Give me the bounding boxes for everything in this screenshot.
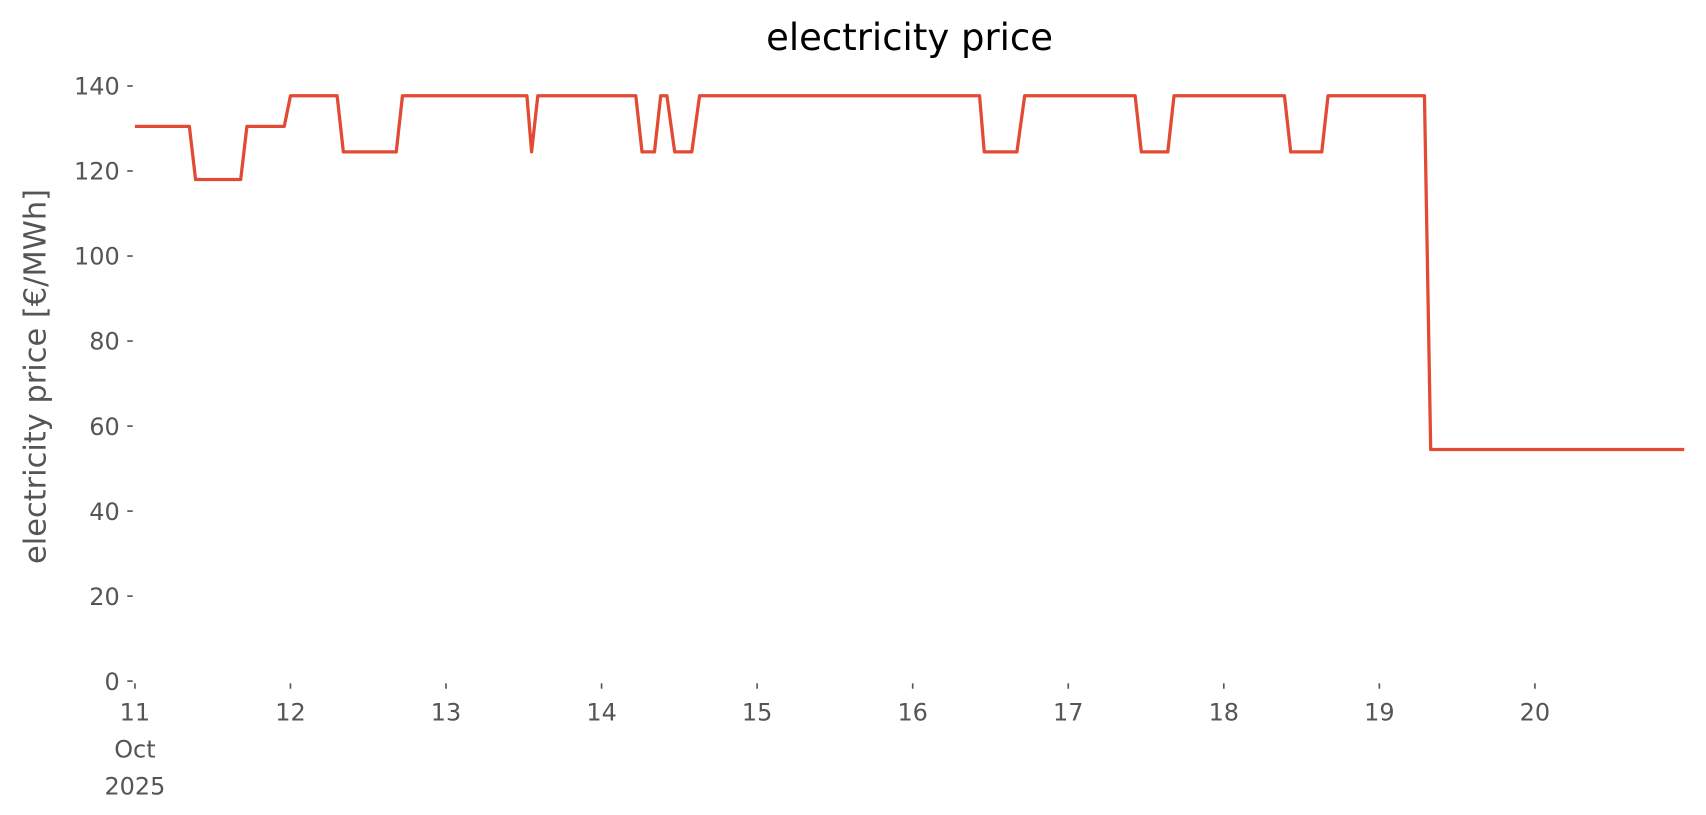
x-tick-label: 20 xyxy=(1520,698,1550,726)
x-tick-label: 17 xyxy=(1053,698,1083,726)
y-tick-label: 20 xyxy=(89,583,119,611)
x-tick-label: 11 Oct 2025 xyxy=(104,698,165,800)
x-tick-label: 19 xyxy=(1364,698,1394,726)
x-tick-label: 12 xyxy=(275,698,305,726)
x-tick-label: 13 xyxy=(431,698,461,726)
chart-title: electricity price xyxy=(766,16,1053,59)
x-tick-label: 16 xyxy=(897,698,927,726)
y-tick-label: 140 xyxy=(74,73,120,101)
x-tick-label: 15 xyxy=(742,698,772,726)
y-tick-label: 60 xyxy=(89,413,119,441)
y-tick-label: 80 xyxy=(89,328,119,356)
y-tick-label: 40 xyxy=(89,498,119,526)
x-tick-label: 14 xyxy=(586,698,616,726)
y-tick-label: 100 xyxy=(74,243,120,271)
y-axis-label: electricity price [€/MWh] xyxy=(19,189,54,564)
x-tick-label: 18 xyxy=(1209,698,1239,726)
y-tick-label: 0 xyxy=(104,668,119,696)
y-tick-label: 120 xyxy=(74,158,120,186)
price-line xyxy=(134,94,1685,452)
